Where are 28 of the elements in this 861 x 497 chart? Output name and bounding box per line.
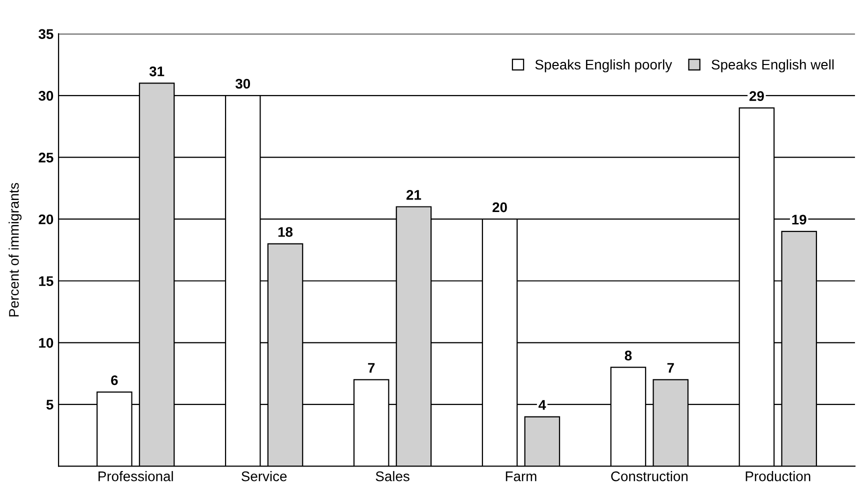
x-tick-label: Service: [242, 471, 287, 482]
y-tick-label: 10: [39, 338, 54, 348]
data-label: 31: [149, 66, 164, 76]
y-tick-label: 30: [38, 90, 54, 101]
y-tick-label: 15: [39, 276, 54, 286]
x-tick-label: Production: [746, 471, 810, 482]
y-axis-title: Percent of immigrants: [8, 182, 22, 316]
x-tick-label: Sales: [376, 471, 410, 482]
y-tick-label: 35: [38, 29, 54, 39]
data-label: 18: [278, 227, 293, 237]
data-label: 7: [368, 363, 375, 373]
data-label: 7: [667, 363, 674, 373]
x-tick-label: Professional: [98, 471, 173, 482]
data-label: 6: [111, 375, 118, 386]
y-tick-label: 20: [38, 214, 54, 224]
x-tick-label: Construction: [611, 471, 688, 482]
data-label: 29: [749, 91, 764, 102]
data-label: 20: [492, 202, 507, 212]
data-label: 30: [235, 78, 250, 89]
x-tick-label: Farm: [506, 472, 536, 482]
y-tick-label: 5: [46, 400, 54, 410]
y-tick-label: 25: [38, 152, 54, 163]
legend-label: Speaks English well: [712, 59, 834, 72]
legend-label: Speaks English poorly: [535, 59, 672, 72]
data-label: 19: [792, 214, 806, 225]
data-label: 8: [624, 350, 632, 360]
data-label: 4: [538, 400, 546, 410]
data-label: 21: [406, 190, 422, 200]
